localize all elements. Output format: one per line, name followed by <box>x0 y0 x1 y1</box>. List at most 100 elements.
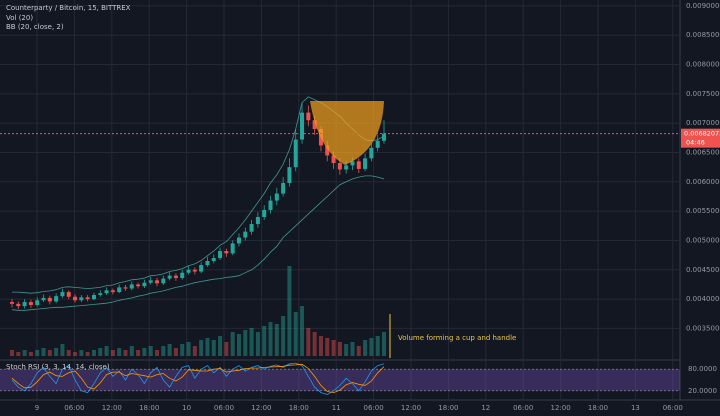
candle-body <box>243 231 248 238</box>
volume-bar <box>123 350 128 356</box>
stoch-d <box>11 363 385 394</box>
countdown: 04:46 <box>686 139 705 147</box>
volume-bar <box>274 324 279 356</box>
bb-label: BB (20, close, 2) <box>6 23 64 31</box>
stoch-band <box>0 369 680 391</box>
volume-bar <box>129 346 134 356</box>
volume-bar <box>161 346 166 356</box>
x-tick-label: 06:00 <box>64 404 84 412</box>
volume-bar <box>375 336 380 356</box>
candle-body <box>274 193 279 201</box>
x-tick-label: 11 <box>332 404 341 412</box>
volume-bar <box>331 340 336 356</box>
chart-title: Counterparty / Bitcoin, 15, BITTREX <box>6 4 131 12</box>
bb-band <box>11 175 385 311</box>
candle-body <box>224 251 229 254</box>
candle-body <box>79 297 84 301</box>
candle-body <box>293 139 298 168</box>
candle-body <box>369 147 374 159</box>
candle-body <box>142 282 147 287</box>
x-tick-label: 12:00 <box>251 404 271 412</box>
candle-body <box>123 287 128 289</box>
y-tick-label: 0.00850000 <box>686 31 720 39</box>
volume-bar <box>363 340 368 356</box>
volume-bar <box>47 350 52 356</box>
volume-bar <box>155 350 160 356</box>
volume-bar <box>148 346 153 356</box>
candle-body <box>218 251 223 259</box>
volume-bar <box>249 328 254 356</box>
candle-body <box>363 158 368 169</box>
cup-shape <box>310 101 384 165</box>
x-tick-label: 12:00 <box>551 404 571 412</box>
last-price-tag <box>681 128 720 148</box>
stoch-tick-label: 20.0000 <box>688 387 717 395</box>
x-tick-label: 12 <box>481 404 490 412</box>
x-tick-label: 12:00 <box>401 404 421 412</box>
volume-bar <box>186 342 191 356</box>
candle-body <box>205 260 210 266</box>
volume-bar <box>312 332 317 356</box>
volume-bar <box>10 350 14 356</box>
volume-bar <box>369 338 374 356</box>
volume-bar <box>262 326 267 356</box>
volume-bar <box>356 346 361 356</box>
candle-body <box>331 155 336 164</box>
candle-body <box>10 302 14 304</box>
volume-bar <box>66 350 71 356</box>
volume-bar <box>224 342 229 356</box>
volume-bar <box>281 316 286 356</box>
volume-bar <box>60 344 65 356</box>
x-tick-label: 06:00 <box>214 404 234 412</box>
x-tick-label: 18:00 <box>139 404 159 412</box>
x-tick-label: 18:00 <box>289 404 309 412</box>
candle-body <box>104 290 109 294</box>
candle-body <box>16 303 21 307</box>
y-tick-label: 0.00500000 <box>686 236 720 244</box>
candle-body <box>262 209 267 218</box>
volume-bar <box>16 352 21 356</box>
volume-bar <box>110 350 115 356</box>
y-tick-label: 0.00700000 <box>686 119 720 127</box>
candle-body <box>300 112 305 140</box>
candle-body <box>85 297 90 300</box>
candle-body <box>22 302 27 307</box>
volume-bar <box>180 344 185 356</box>
y-tick-label: 0.00550000 <box>686 207 720 215</box>
candle-body <box>186 269 191 273</box>
volume-bar <box>293 312 298 356</box>
candle-body <box>60 292 65 297</box>
volume-bar <box>54 348 59 356</box>
y-tick-label: 0.00800000 <box>686 61 720 69</box>
volume-bar <box>91 350 96 356</box>
candle-body <box>255 217 260 225</box>
candle-body <box>91 295 96 300</box>
volume-bar <box>350 342 355 356</box>
volume-bar <box>28 352 33 356</box>
volume-bar <box>255 332 260 356</box>
candle-body <box>306 112 311 121</box>
volume-bar <box>136 350 141 356</box>
volume-bar <box>41 348 46 356</box>
volume-bar <box>211 340 216 356</box>
volume-bar <box>205 338 210 356</box>
volume-bar <box>98 348 103 356</box>
candle-body <box>110 290 115 293</box>
candle-body <box>356 161 361 169</box>
x-tick-label: 18:00 <box>588 404 608 412</box>
volume-bar <box>142 348 147 356</box>
volume-bar <box>243 330 248 356</box>
volume-bar <box>300 306 305 356</box>
candle-body <box>173 275 178 278</box>
volume-bar <box>344 344 349 356</box>
x-tick-label: 18:00 <box>438 404 458 412</box>
candle-body <box>350 161 355 166</box>
volume-bar <box>325 338 330 356</box>
x-tick-label: 06:00 <box>663 404 683 412</box>
candle-body <box>344 165 349 170</box>
y-tick-label: 0.00600000 <box>686 178 720 186</box>
volume-bar <box>230 332 235 356</box>
volume-bar <box>192 346 197 356</box>
stoch-tick-label: 80.0000 <box>688 365 717 373</box>
